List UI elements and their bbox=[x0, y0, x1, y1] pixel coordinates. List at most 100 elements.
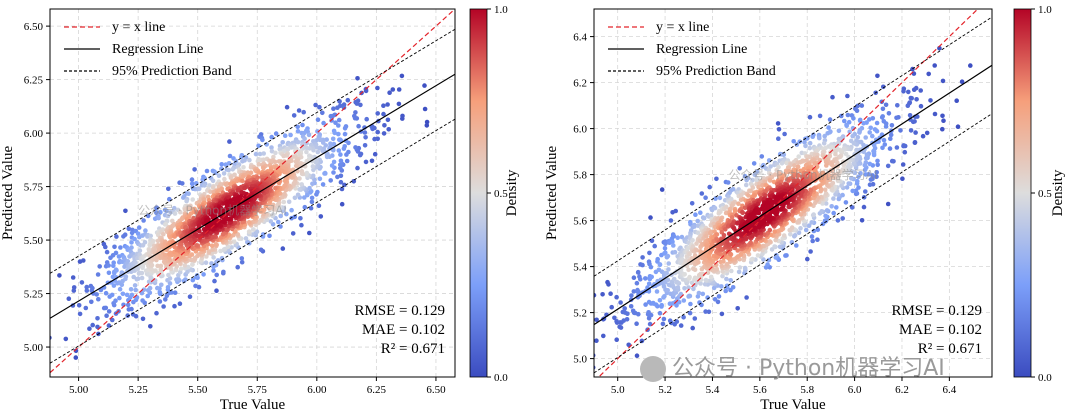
data-point bbox=[699, 191, 705, 196]
data-point bbox=[219, 162, 224, 167]
data-point bbox=[114, 268, 119, 273]
data-point bbox=[301, 109, 307, 115]
data-point bbox=[300, 122, 305, 128]
data-point bbox=[954, 98, 959, 103]
data-point bbox=[321, 120, 326, 126]
data-point bbox=[261, 151, 267, 156]
data-point bbox=[756, 184, 761, 190]
data-point bbox=[196, 186, 202, 192]
data-point bbox=[269, 148, 275, 154]
data-point bbox=[825, 131, 830, 136]
data-point bbox=[110, 317, 115, 323]
data-point bbox=[196, 284, 202, 290]
data-point bbox=[288, 132, 293, 138]
data-point bbox=[789, 216, 794, 222]
data-point bbox=[106, 309, 112, 314]
data-point bbox=[172, 234, 177, 239]
data-point bbox=[159, 282, 164, 288]
data-point bbox=[355, 165, 360, 171]
data-point bbox=[880, 145, 885, 151]
data-point bbox=[622, 306, 627, 311]
data-point bbox=[594, 317, 599, 323]
data-point bbox=[310, 181, 315, 187]
x-tick-label: 6.0 bbox=[848, 384, 862, 396]
data-point bbox=[845, 112, 851, 118]
data-point bbox=[210, 185, 216, 190]
data-point bbox=[158, 267, 164, 272]
data-point bbox=[629, 293, 634, 298]
y-tick-label: 5.50 bbox=[24, 235, 44, 247]
scatter-points bbox=[594, 45, 973, 370]
data-point bbox=[797, 139, 802, 144]
data-point bbox=[422, 106, 428, 112]
data-point bbox=[161, 304, 166, 309]
data-point bbox=[315, 149, 321, 155]
data-point bbox=[706, 309, 712, 315]
data-point bbox=[636, 311, 641, 317]
data-point bbox=[835, 218, 841, 223]
metrics: RMSE = 0.129 MAE = 0.102 R² = 0.671 bbox=[891, 303, 982, 357]
data-point bbox=[659, 187, 665, 192]
data-point bbox=[329, 163, 335, 168]
data-point bbox=[184, 198, 189, 204]
data-point bbox=[123, 274, 129, 279]
data-point bbox=[302, 136, 307, 142]
data-point bbox=[732, 208, 738, 214]
data-point bbox=[867, 161, 873, 167]
data-point bbox=[190, 197, 195, 202]
plot-frame bbox=[593, 8, 993, 378]
data-point bbox=[844, 123, 849, 128]
data-point bbox=[657, 310, 663, 316]
data-point bbox=[299, 222, 304, 228]
colorbar bbox=[469, 8, 488, 378]
data-point bbox=[179, 266, 184, 272]
data-point bbox=[204, 168, 210, 174]
data-point bbox=[612, 315, 617, 321]
data-point bbox=[812, 161, 818, 166]
data-point bbox=[863, 135, 868, 140]
data-point bbox=[239, 256, 245, 261]
data-point bbox=[282, 133, 288, 138]
data-point bbox=[725, 224, 731, 229]
data-point bbox=[157, 299, 163, 304]
chart-right: 5.0 5.2 5.4 5.6 5.8 6.0 6.2 6.4 5.0 5.2 5.4 5.6 5.8 6… bbox=[544, 4, 1066, 413]
data-point bbox=[167, 281, 173, 286]
data-point bbox=[193, 283, 198, 289]
data-point bbox=[646, 281, 652, 287]
data-point bbox=[299, 169, 305, 174]
data-point bbox=[204, 254, 209, 259]
data-point bbox=[819, 209, 824, 214]
data-point bbox=[94, 292, 99, 297]
data-point bbox=[296, 108, 302, 113]
data-point bbox=[213, 242, 219, 247]
watermark-inline: 公众号 · Python机器学习AI bbox=[729, 167, 878, 182]
data-point bbox=[117, 286, 123, 292]
data-point bbox=[273, 131, 279, 136]
data-point bbox=[129, 240, 134, 245]
data-point bbox=[805, 256, 810, 262]
data-point bbox=[594, 292, 597, 298]
data-point bbox=[713, 196, 718, 201]
legend-label: 95% Prediction Band bbox=[112, 64, 232, 79]
data-point bbox=[158, 209, 163, 215]
data-point bbox=[307, 153, 312, 158]
data-point bbox=[210, 247, 215, 252]
data-point bbox=[783, 253, 788, 258]
data-point bbox=[95, 324, 100, 330]
data-point bbox=[631, 289, 637, 294]
data-point bbox=[708, 213, 714, 218]
regression-line bbox=[594, 64, 992, 326]
data-point bbox=[729, 215, 735, 220]
data-point bbox=[810, 238, 815, 244]
data-point bbox=[900, 162, 906, 167]
data-point bbox=[97, 264, 102, 269]
data-point bbox=[643, 276, 648, 281]
data-point bbox=[728, 278, 733, 283]
data-point bbox=[129, 230, 135, 236]
data-point bbox=[186, 191, 191, 196]
data-point bbox=[226, 167, 231, 173]
data-point bbox=[207, 183, 212, 188]
data-point bbox=[870, 133, 875, 139]
data-point bbox=[663, 250, 668, 255]
data-point bbox=[719, 311, 725, 317]
